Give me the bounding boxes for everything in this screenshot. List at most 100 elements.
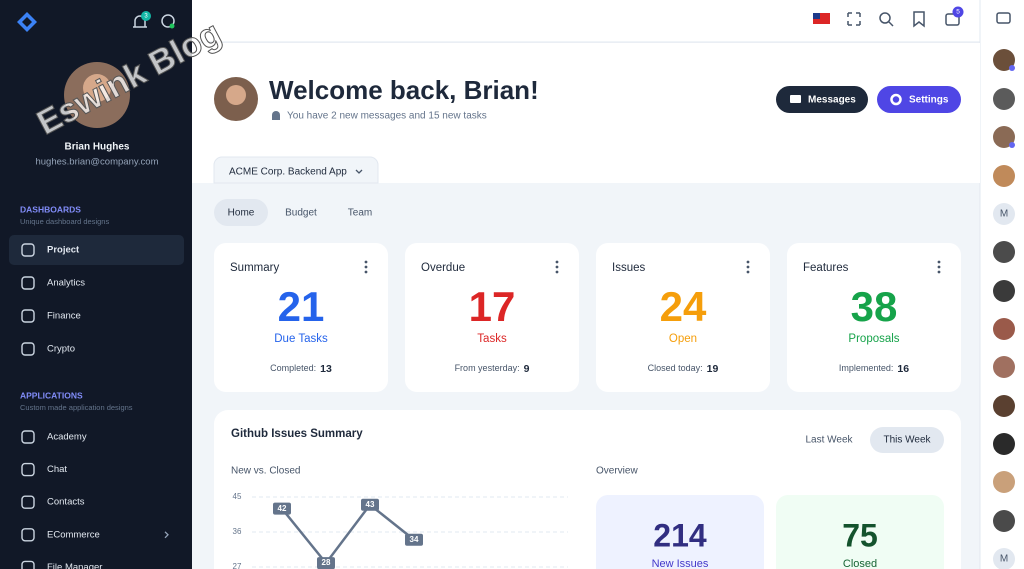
menu-dot[interactable] xyxy=(555,260,559,264)
menu-dot[interactable] xyxy=(555,265,559,269)
card-title: Overdue xyxy=(421,262,465,274)
contact-avatar[interactable] xyxy=(993,433,1015,455)
search-handle xyxy=(888,21,894,27)
badge-count: 3 xyxy=(144,14,148,20)
nav-active[interactable] xyxy=(9,235,184,265)
data-label-bg xyxy=(317,557,335,569)
button-label: Messages xyxy=(808,95,856,106)
nav-icon xyxy=(21,243,35,257)
contact-avatar[interactable] xyxy=(993,510,1015,532)
nav-icon xyxy=(21,342,35,356)
menu-dot[interactable] xyxy=(937,270,941,274)
contact-avatar[interactable] xyxy=(993,49,1015,71)
messages-button[interactable] xyxy=(776,86,868,113)
chevron xyxy=(164,531,169,539)
avatar-face xyxy=(83,74,111,102)
overview-title: Overview xyxy=(596,466,638,477)
menu-dot[interactable] xyxy=(364,270,368,274)
contacts: MM xyxy=(993,49,1015,569)
mail-icon[interactable] xyxy=(945,13,960,26)
status-dot xyxy=(169,23,175,29)
line-chart: 45 36 27 42 28 43 34 xyxy=(233,492,568,569)
nav-item[interactable]: Contacts xyxy=(47,497,85,508)
menu-dot[interactable] xyxy=(746,265,750,269)
contact-avatar[interactable] xyxy=(993,203,1015,225)
menu-dot[interactable] xyxy=(746,260,750,264)
contact-avatar[interactable] xyxy=(993,356,1015,378)
nav-item[interactable]: Finance xyxy=(47,311,81,322)
contact-avatar[interactable] xyxy=(993,126,1015,148)
contact-initial: M xyxy=(1000,209,1008,220)
fullscreen-icon[interactable] xyxy=(847,12,861,26)
contact-avatar[interactable] xyxy=(993,241,1015,263)
contact-initial: M xyxy=(1000,554,1008,565)
period-tab-active[interactable] xyxy=(870,427,944,453)
flag-icon[interactable] xyxy=(813,13,830,24)
period-tab[interactable]: Last Week xyxy=(805,435,853,446)
nav-item[interactable]: Project xyxy=(47,245,80,256)
welcome-subtitle: You have 2 new messages and 15 new tasks xyxy=(287,111,487,122)
contact-avatar[interactable] xyxy=(993,395,1015,417)
badge-count: 5 xyxy=(956,9,960,16)
status-dot xyxy=(1009,142,1015,148)
data-label-bg xyxy=(405,533,423,546)
card-title: Issues xyxy=(612,262,645,274)
section-title: APPLICATIONS xyxy=(20,390,83,400)
menu-dot[interactable] xyxy=(364,260,368,264)
tab[interactable]: Budget xyxy=(285,208,317,219)
footer-label: Completed: xyxy=(270,363,316,373)
footer-label: Implemented: xyxy=(839,363,894,373)
nav-item[interactable]: Chat xyxy=(47,464,67,475)
contact-avatar[interactable] xyxy=(993,318,1015,340)
chart-title: New vs. Closed xyxy=(231,466,300,477)
envelope-icon xyxy=(790,95,801,103)
card-value: 17 xyxy=(469,283,516,330)
nav-item[interactable]: Crypto xyxy=(47,344,75,355)
tab[interactable]: Home xyxy=(228,208,255,219)
data-label: 42 xyxy=(278,504,287,513)
contact-avatar[interactable] xyxy=(993,548,1015,569)
settings-button[interactable] xyxy=(877,86,961,113)
contact-avatar[interactable] xyxy=(993,280,1015,302)
contact-avatar[interactable] xyxy=(993,88,1015,110)
user-icon[interactable] xyxy=(161,14,175,28)
menu-dot[interactable] xyxy=(555,270,559,274)
project-tab[interactable] xyxy=(213,156,379,184)
nav-item[interactable]: File Manager xyxy=(47,562,102,569)
tab-active[interactable] xyxy=(214,199,268,226)
nav-item[interactable]: Academy xyxy=(47,432,87,443)
menu-dot[interactable] xyxy=(746,270,750,274)
footer-label: From yesterday: xyxy=(455,363,520,373)
tab[interactable]: Team xyxy=(348,208,372,219)
button-label: Settings xyxy=(909,95,949,106)
card-value: 24 xyxy=(660,283,707,330)
search-icon[interactable] xyxy=(879,12,891,24)
welcome-title: Welcome back, Brian! xyxy=(269,75,539,105)
bell-icon[interactable] xyxy=(133,15,147,28)
bookmark-icon[interactable] xyxy=(913,11,925,28)
card-label: Tasks xyxy=(477,333,507,345)
stat-card xyxy=(214,243,388,392)
contact-avatar[interactable] xyxy=(993,471,1015,493)
contact-avatar[interactable] xyxy=(993,165,1015,187)
nav-item[interactable]: Analytics xyxy=(47,278,85,289)
data-label-bg xyxy=(361,498,379,511)
menu-dot[interactable] xyxy=(937,265,941,269)
chat-icon[interactable] xyxy=(996,12,1011,24)
overview: 214 New Issues 75 Closed xyxy=(596,495,944,569)
period-tab: This Week xyxy=(883,435,931,446)
y-tick-label: 27 xyxy=(233,562,242,569)
cards: Summary 21 Due Tasks Completed: 13 Overdue 17 T… xyxy=(214,243,961,392)
data-label: 28 xyxy=(322,558,331,567)
nav-item[interactable]: ECommerce xyxy=(47,529,100,540)
menu-dot[interactable] xyxy=(937,260,941,264)
footer-value: 19 xyxy=(707,363,719,375)
nav-icon xyxy=(21,528,35,542)
project-name: ACME Corp. Backend App xyxy=(229,167,347,178)
tabs: Home Budget Team xyxy=(214,199,372,226)
card-footer: Completed: 13 xyxy=(270,363,332,375)
card-title: Summary xyxy=(230,262,279,274)
menu-dot[interactable] xyxy=(364,265,368,269)
y-tick-label: 36 xyxy=(233,527,242,536)
